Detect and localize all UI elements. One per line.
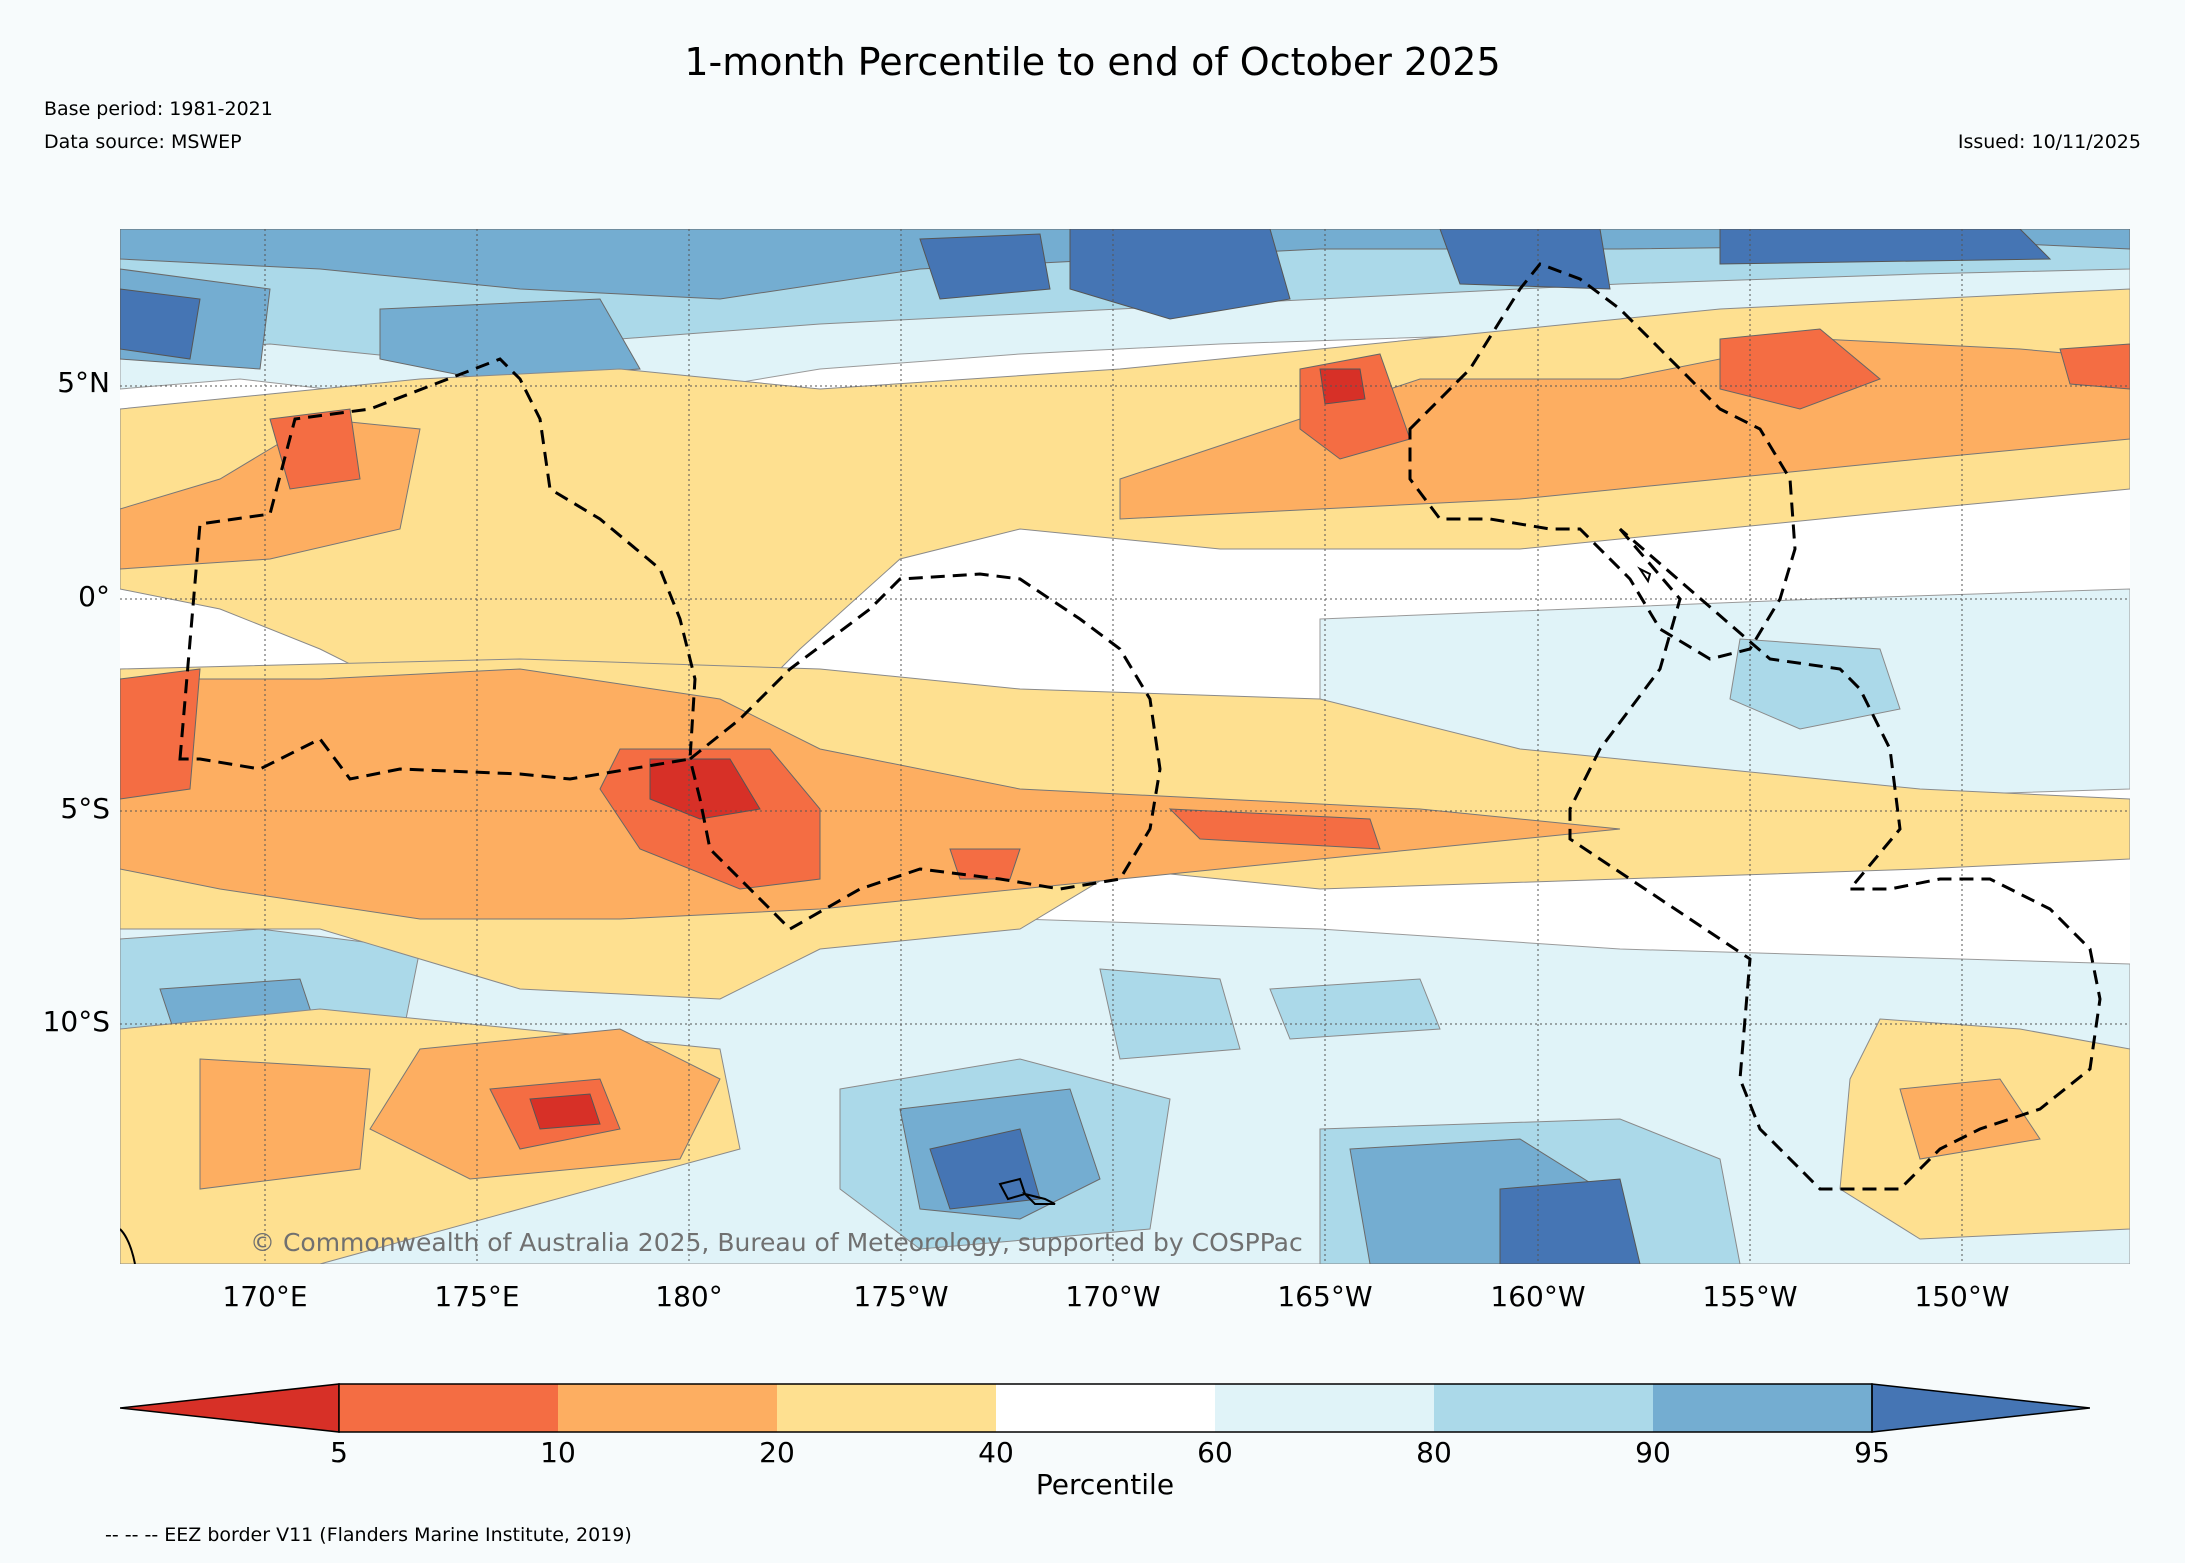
colorbar-svg — [119, 1383, 2091, 1433]
colorbar-60-80 — [1215, 1384, 1434, 1432]
percentile-map — [120, 229, 2130, 1264]
colorbar-gt95 — [1871, 1383, 2091, 1433]
colorbar-lt5 — [119, 1383, 340, 1433]
lat-label-5s: 5°S — [60, 792, 110, 825]
colorbar-90-95 — [1653, 1384, 1872, 1432]
lat-label-0: 0° — [78, 580, 110, 613]
band-lt5 — [529, 368, 1366, 1130]
cb-tick-5: 5 — [330, 1436, 348, 1469]
lat-label-5n: 5°N — [57, 366, 110, 399]
map-title: 1-month Percentile to end of October 202… — [684, 40, 1501, 84]
cb-tick-20: 20 — [759, 1436, 795, 1469]
colorbar-10-20 — [558, 1384, 777, 1432]
eez-borders — [178, 262, 2102, 1191]
colorbar-40-60 — [996, 1384, 1215, 1432]
colorbar-20-40 — [777, 1384, 996, 1432]
cb-tick-40: 40 — [978, 1436, 1014, 1469]
lon-label-175w: 175°W — [853, 1280, 949, 1313]
cb-tick-80: 80 — [1416, 1436, 1452, 1469]
lon-label-165w: 165°W — [1277, 1280, 1373, 1313]
band-10-20 — [120, 338, 2130, 1190]
lat-label-10s: 10°S — [42, 1005, 110, 1038]
band-gt95 — [120, 229, 2052, 1264]
lon-label-170w: 170°W — [1065, 1280, 1161, 1313]
colorbar-label: Percentile — [1035, 1468, 1175, 1501]
cb-tick-60: 60 — [1197, 1436, 1233, 1469]
cb-tick-90: 90 — [1635, 1436, 1671, 1469]
eez-legend: -- -- -- EEZ border V11 (Flanders Marine… — [105, 1524, 632, 1546]
copyright-notice: © Commonwealth of Australia 2025, Bureau… — [250, 1228, 1303, 1257]
cb-tick-95: 95 — [1854, 1436, 1890, 1469]
lon-label-160w: 160°W — [1490, 1280, 1586, 1313]
lon-label-175e: 175°E — [434, 1280, 520, 1313]
colorbar-80-90 — [1434, 1384, 1653, 1432]
cb-tick-10: 10 — [540, 1436, 576, 1469]
gridlines — [120, 229, 2130, 1264]
map-svg — [120, 229, 2130, 1264]
lon-label-155w: 155°W — [1702, 1280, 1798, 1313]
lon-label-180: 180° — [655, 1280, 723, 1313]
data-source: Data source: MSWEP — [44, 131, 242, 153]
colorbar — [119, 1383, 2091, 1437]
base-period: Base period: 1981-2021 — [44, 98, 273, 120]
lon-label-150w: 150°W — [1914, 1280, 2010, 1313]
colorbar-frame — [338, 1383, 1873, 1433]
islands — [120, 566, 1652, 1264]
lon-label-170e: 170°E — [222, 1280, 308, 1313]
colorbar-5-10 — [339, 1384, 558, 1432]
issued-date: Issued: 10/11/2025 — [1957, 131, 2141, 153]
